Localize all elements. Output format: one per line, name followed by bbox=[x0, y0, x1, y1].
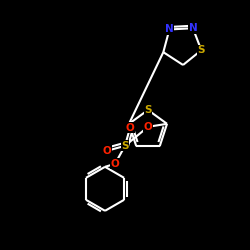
Text: S: S bbox=[121, 141, 129, 151]
Text: O: O bbox=[111, 159, 120, 169]
Text: S: S bbox=[198, 45, 205, 55]
Text: N: N bbox=[188, 23, 197, 33]
Text: N: N bbox=[165, 24, 174, 34]
Text: S: S bbox=[144, 105, 152, 115]
Text: O: O bbox=[144, 122, 152, 132]
Text: O: O bbox=[126, 123, 134, 133]
Text: O: O bbox=[103, 146, 112, 156]
